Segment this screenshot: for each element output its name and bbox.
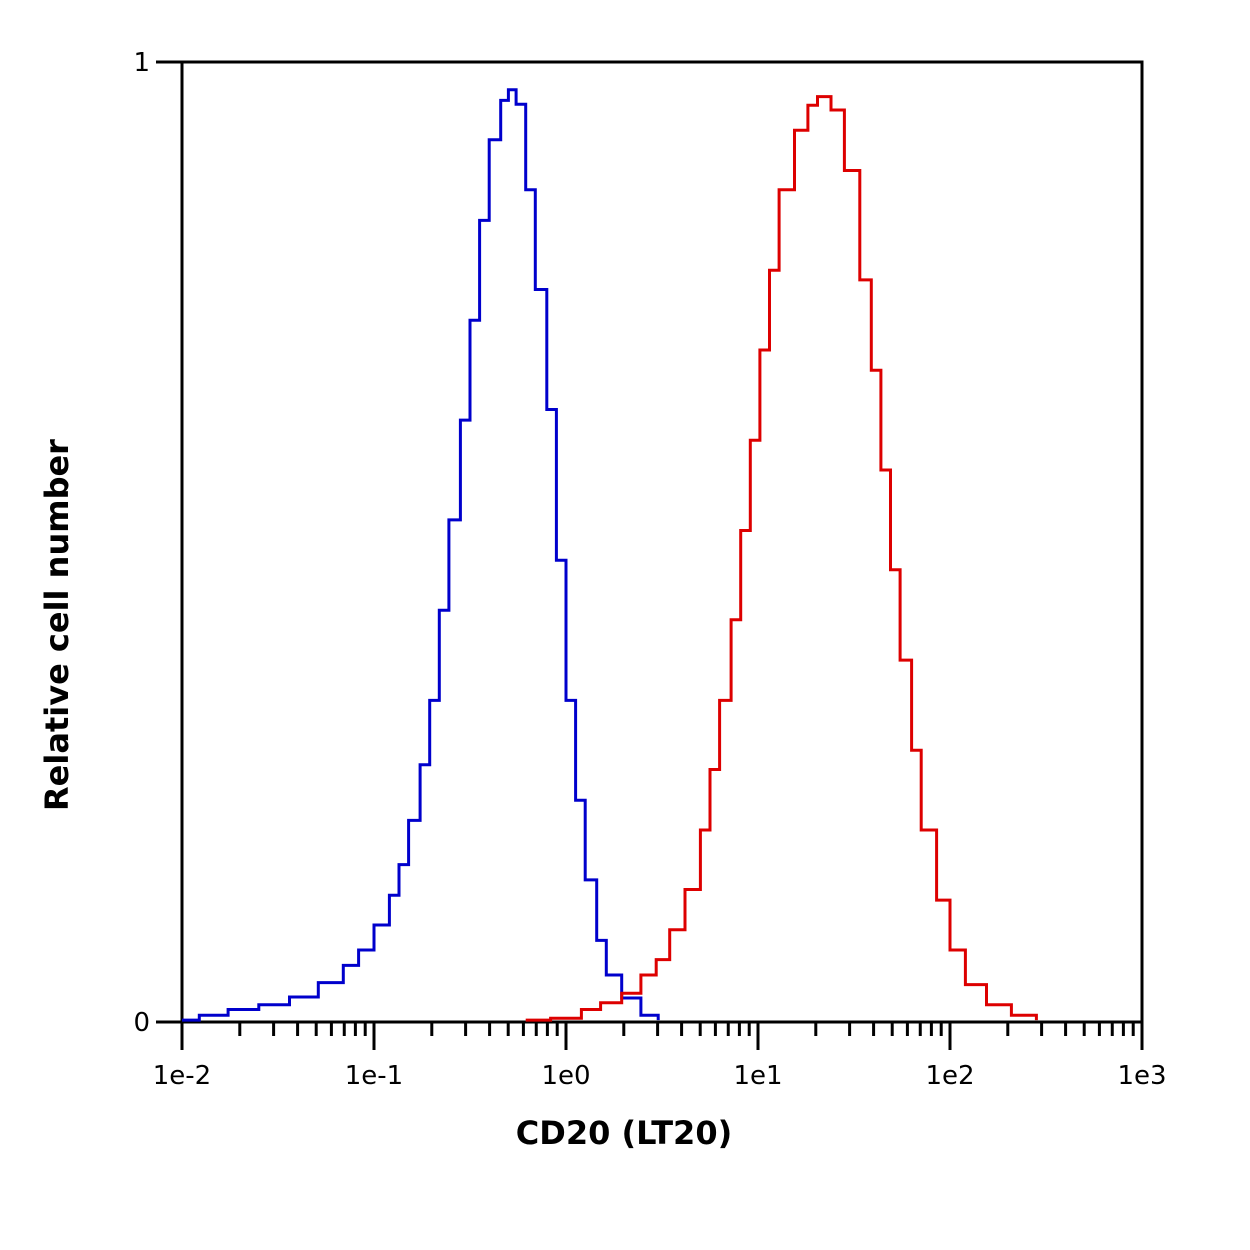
y-axis-ticks: 01 [133,48,182,1038]
x-tick-label: 1e-1 [345,1061,403,1091]
control-histogram-line [182,88,660,1022]
y-axis-title: Relative cell number [38,439,76,811]
plot-frame [180,60,1144,1024]
plot-border [180,60,1144,1024]
x-tick-label: 1e1 [733,1061,782,1091]
x-tick-label: 1e3 [1117,1061,1166,1091]
x-tick-label: 1e2 [925,1061,974,1091]
x-tick-label: 1e0 [541,1061,590,1091]
histogram-curves [182,88,1038,1022]
x-axis-title: CD20 (LT20) [516,1114,732,1152]
cd20-histogram-line [525,95,1038,1022]
x-tick-label: 1e-2 [153,1061,211,1091]
y-tick-label: 1 [133,48,150,78]
x-axis-ticks: 1e-2 1e-1 1e0 1e1 1e2 1e3 [153,1022,1167,1091]
y-tick-label: 0 [133,1008,150,1038]
